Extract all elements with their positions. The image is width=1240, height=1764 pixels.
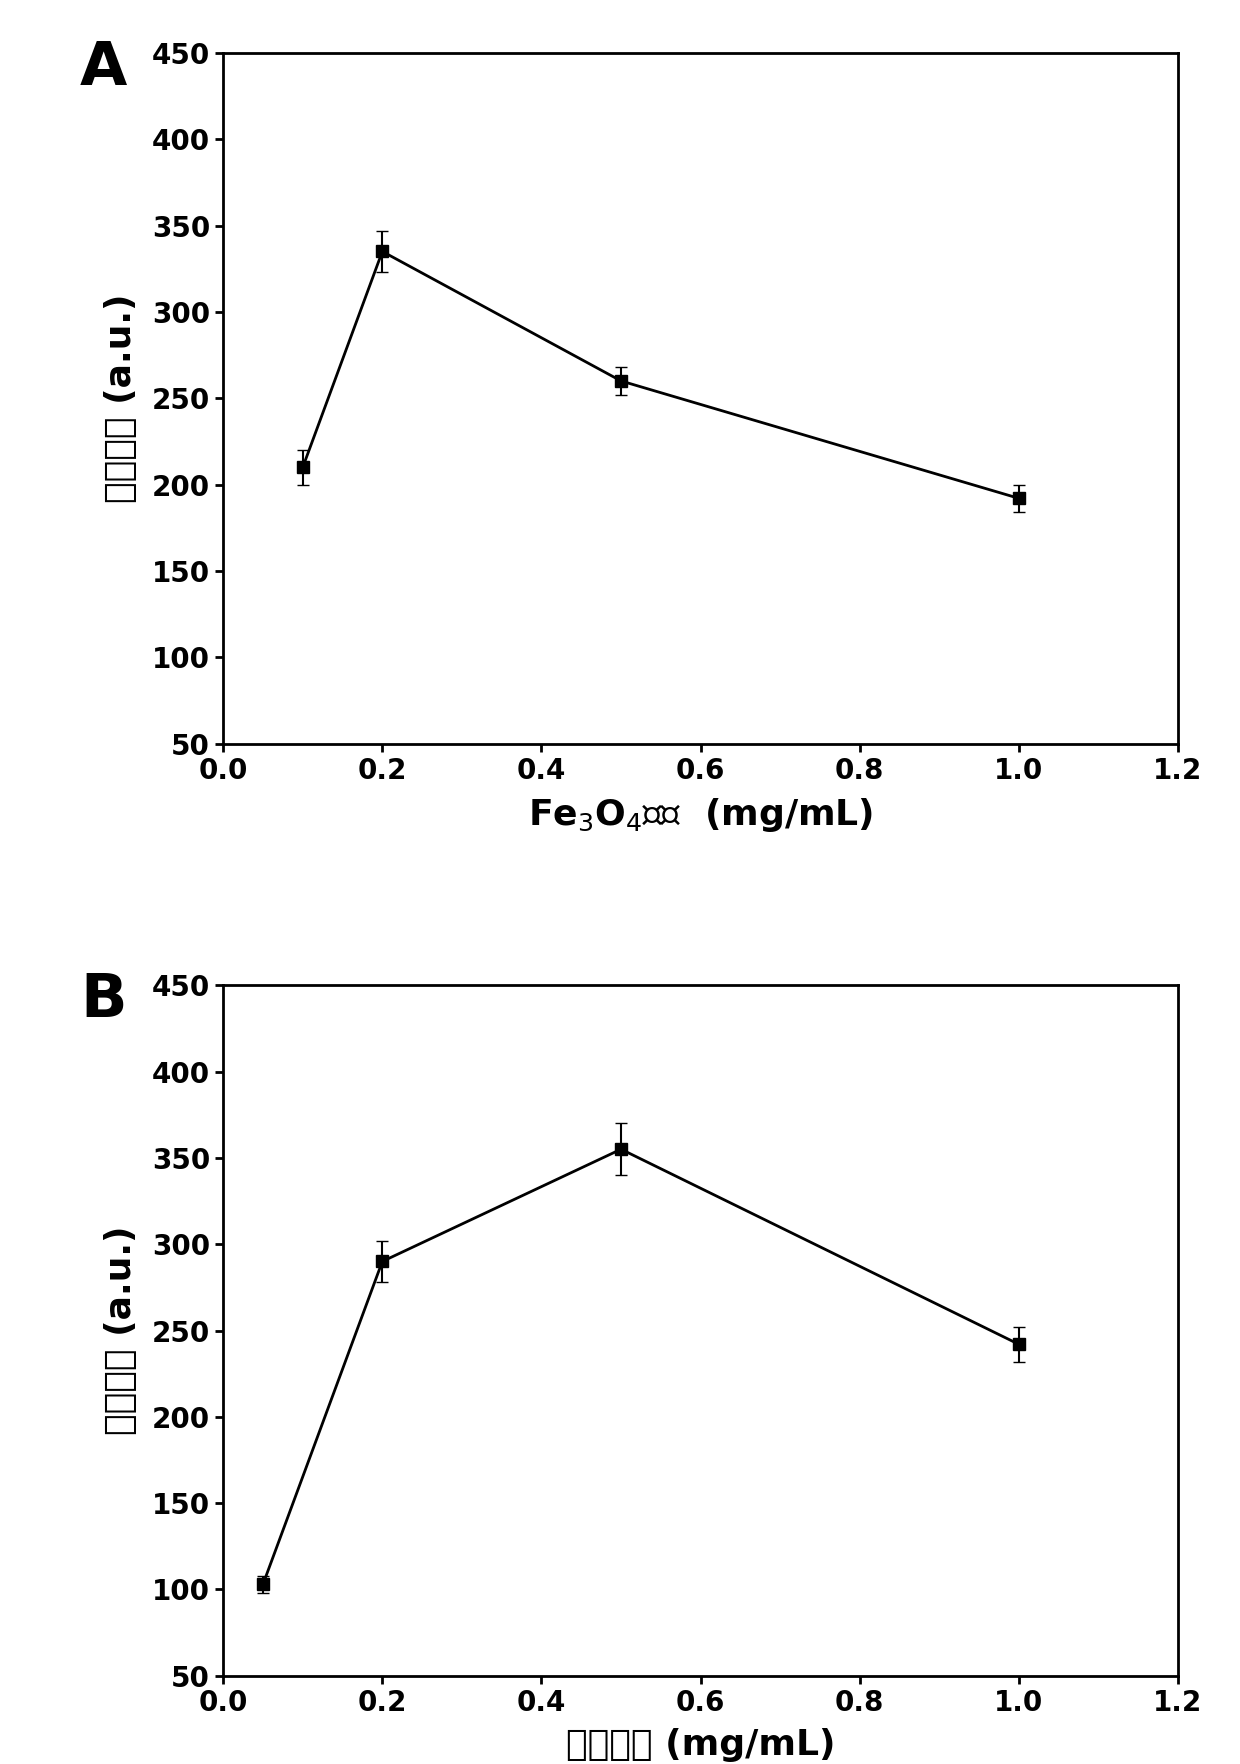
X-axis label: Fe$_3$O$_4$浓度  (mg/mL): Fe$_3$O$_4$浓度 (mg/mL) — [528, 796, 873, 834]
Y-axis label: 荧光强度 (a.u.): 荧光强度 (a.u.) — [104, 293, 138, 503]
Y-axis label: 荧光强度 (a.u.): 荧光强度 (a.u.) — [104, 1226, 138, 1436]
Text: A: A — [79, 39, 128, 99]
Text: B: B — [79, 972, 126, 1030]
X-axis label: 碳点浓度 (mg/mL): 碳点浓度 (mg/mL) — [565, 1729, 836, 1762]
